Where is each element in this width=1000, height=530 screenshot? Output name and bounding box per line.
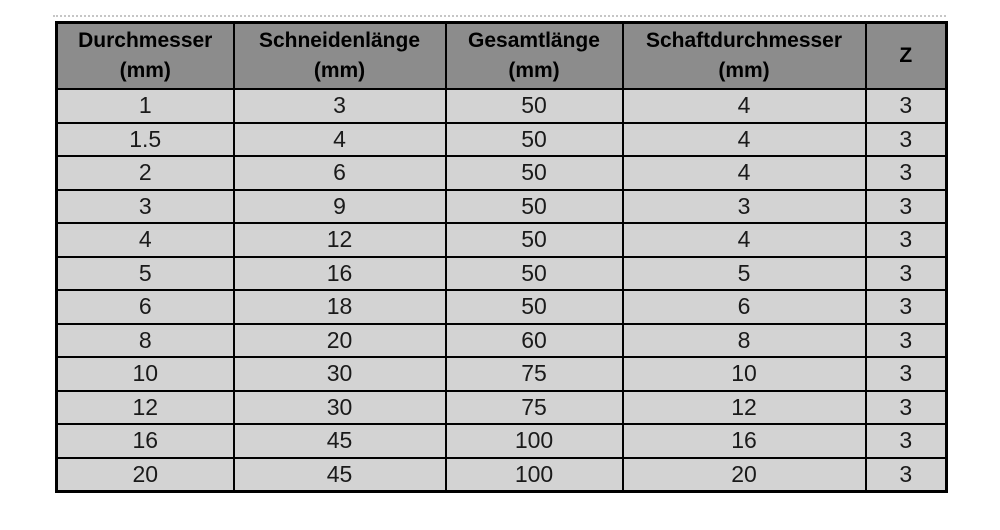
table-cell: 45 [232, 423, 447, 459]
table-cell: 3 [864, 222, 948, 258]
table-cell: 4 [621, 222, 867, 258]
table-cell: 30 [232, 389, 447, 425]
table-cell: 18 [232, 289, 447, 325]
column-header-schaftdurchmesser: Schaftdurchmesser (mm) [621, 21, 867, 90]
column-header-z: Z [864, 21, 948, 90]
table-cell: 20 [55, 456, 235, 493]
column-header-unit: (mm) [119, 59, 171, 82]
table-cell: 12 [621, 389, 867, 425]
table-cell: 50 [444, 222, 624, 258]
column-header-label: Durchmesser [78, 29, 213, 53]
column-header-unit: (mm) [313, 59, 366, 82]
table-cell: 6 [55, 289, 235, 325]
table-row: 20 45 100 20 3 [55, 456, 948, 493]
table-cell: 3 [864, 88, 948, 124]
column-header-label: Schaftdurchmesser [645, 29, 843, 53]
table-cell: 8 [621, 322, 867, 358]
table-cell: 4 [621, 121, 867, 157]
table-row: 16 45 100 16 3 [55, 423, 948, 459]
table-cell: 75 [444, 389, 624, 425]
table-cell: 100 [444, 423, 624, 459]
table-cell: 4 [55, 222, 235, 258]
table-cell: 12 [232, 222, 447, 258]
column-header-label: Z [899, 44, 913, 68]
table-row: 3 9 50 3 3 [55, 188, 948, 224]
table-cell: 3 [864, 356, 948, 392]
column-header-label: Gesamtlänge [468, 29, 600, 53]
table-cell: 3 [864, 188, 948, 224]
table-cell: 4 [232, 121, 447, 157]
table-row: 1.5 4 50 4 3 [55, 121, 948, 157]
table-header: Durchmesser (mm) Schneidenlänge (mm) Ges… [55, 21, 948, 90]
table-cell: 10 [621, 356, 867, 392]
table-cell: 1 [55, 88, 235, 124]
column-header-label: Schneidenlänge [258, 29, 421, 53]
table-cell: 6 [621, 289, 867, 325]
spec-table-container: Durchmesser (mm) Schneidenlänge (mm) Ges… [55, 21, 948, 493]
table-row: 10 30 75 10 3 [55, 356, 948, 392]
table-cell: 3 [864, 155, 948, 191]
table-row: 2 6 50 4 3 [55, 155, 948, 191]
table-row: 8 20 60 8 3 [55, 322, 948, 358]
table-cell: 75 [444, 356, 624, 392]
table-row: 4 12 50 4 3 [55, 222, 948, 258]
table-cell: 50 [444, 289, 624, 325]
table-cell: 3 [55, 188, 235, 224]
table-row: 5 16 50 5 3 [55, 255, 948, 291]
table-cell: 20 [621, 456, 867, 493]
dotted-page-break-line [53, 15, 946, 17]
table-cell: 1.5 [55, 121, 235, 157]
table-cell: 20 [232, 322, 447, 358]
table-cell: 100 [444, 456, 624, 493]
table-cell: 3 [864, 322, 948, 358]
table-cell: 4 [621, 88, 867, 124]
table-row: 12 30 75 12 3 [55, 389, 948, 425]
header-row: Durchmesser (mm) Schneidenlänge (mm) Ges… [55, 21, 948, 90]
table-cell: 3 [232, 88, 447, 124]
table-cell: 16 [621, 423, 867, 459]
column-header-unit: (mm) [508, 59, 560, 82]
table-cell: 3 [864, 389, 948, 425]
table-cell: 3 [864, 121, 948, 157]
table-cell: 3 [864, 255, 948, 291]
column-header-schneidenlaenge: Schneidenlänge (mm) [232, 21, 447, 90]
table-cell: 50 [444, 188, 624, 224]
table-cell: 50 [444, 88, 624, 124]
table-cell: 50 [444, 255, 624, 291]
column-header-unit: (mm) [718, 59, 770, 82]
table-cell: 4 [621, 155, 867, 191]
table-cell: 5 [55, 255, 235, 291]
table-cell: 8 [55, 322, 235, 358]
table-cell: 45 [232, 456, 447, 493]
table-cell: 5 [621, 255, 867, 291]
column-header-durchmesser: Durchmesser (mm) [55, 21, 235, 90]
table-cell: 12 [55, 389, 235, 425]
table-cell: 16 [232, 255, 447, 291]
table-cell: 3 [864, 289, 948, 325]
table-row: 1 3 50 4 3 [55, 88, 948, 124]
table-cell: 3 [621, 188, 867, 224]
table-cell: 3 [864, 456, 948, 493]
column-header-gesamtlaenge: Gesamtlänge (mm) [444, 21, 624, 90]
table-body: 1 3 50 4 3 1.5 4 50 4 3 2 6 50 4 3 3 9 50 3 3 4 12 50 4 3 5 16 50 5 3… [55, 88, 948, 493]
table-cell: 30 [232, 356, 447, 392]
table-cell: 10 [55, 356, 235, 392]
table-row: 6 18 50 6 3 [55, 289, 948, 325]
table-cell: 9 [232, 188, 447, 224]
table-cell: 2 [55, 155, 235, 191]
table-cell: 6 [232, 155, 447, 191]
spec-table: Durchmesser (mm) Schneidenlänge (mm) Ges… [55, 21, 948, 493]
table-cell: 3 [864, 423, 948, 459]
table-cell: 50 [444, 155, 624, 191]
table-cell: 16 [55, 423, 235, 459]
table-cell: 60 [444, 322, 624, 358]
table-cell: 50 [444, 121, 624, 157]
